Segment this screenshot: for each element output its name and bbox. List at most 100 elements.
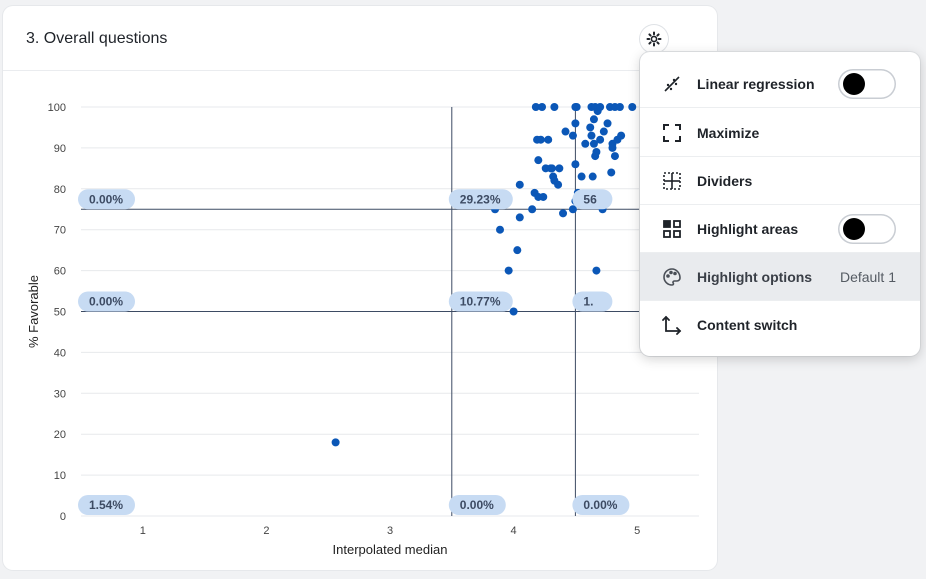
quadrant-label: 56 <box>583 192 597 206</box>
quadrant-label-bg <box>572 495 630 515</box>
x-axis-title: Interpolated median <box>333 542 448 557</box>
data-point <box>554 180 563 189</box>
data-point <box>589 139 598 148</box>
toggle-knob <box>843 218 865 240</box>
menu-item-highlight-options[interactable]: Highlight options Default 1 <box>640 253 920 301</box>
x-tick-label: 2 <box>263 525 269 537</box>
data-point <box>599 127 608 136</box>
quadrant-label: 0.00% <box>460 498 494 512</box>
data-point <box>571 160 580 169</box>
quadrant-label-bg <box>448 189 513 210</box>
data-point <box>509 307 518 316</box>
data-point <box>528 205 537 214</box>
data-point <box>596 103 605 111</box>
chart-settings-button[interactable] <box>640 25 668 53</box>
y-tick-label: 60 <box>54 266 66 278</box>
y-tick-label: 10 <box>54 470 66 482</box>
data-point <box>628 103 637 111</box>
quadrant-label: 1.54% <box>89 498 123 512</box>
data-point <box>589 115 598 124</box>
toggle-knob <box>843 73 865 95</box>
y-tick-label: 20 <box>54 429 66 441</box>
quadrant-label-bg <box>572 291 613 312</box>
data-point <box>544 135 553 144</box>
data-point <box>577 172 586 181</box>
data-point <box>586 123 595 132</box>
data-point <box>610 152 619 161</box>
data-point <box>515 180 524 189</box>
data-point <box>496 225 505 234</box>
data-point <box>591 152 600 161</box>
menu-label-linear-regression: Linear regression <box>697 75 815 92</box>
quadrant-label: 10.77% <box>460 295 501 309</box>
data-point <box>513 246 522 255</box>
data-point <box>581 139 590 148</box>
data-point <box>539 192 548 201</box>
data-point <box>568 205 577 214</box>
quadrant-label-bg <box>448 495 506 515</box>
menu-item-content-switch[interactable]: Content switch <box>640 301 920 349</box>
quadrant-label-bg <box>78 291 135 312</box>
data-point <box>587 131 596 140</box>
data-point <box>561 127 570 136</box>
y-tick-label: 30 <box>54 388 66 400</box>
palette-icon <box>662 267 682 287</box>
quadrant-label-bg <box>78 189 135 210</box>
quadrant-label: 0.00% <box>89 295 123 309</box>
x-tick-label: 1 <box>140 525 146 537</box>
highlight-areas-icon <box>662 219 682 239</box>
card-title: 3. Overall questions <box>26 30 168 47</box>
menu-label-dividers: Dividers <box>697 172 753 189</box>
y-axis-title: % Favorable <box>26 275 41 348</box>
y-tick-label: 40 <box>54 347 66 359</box>
content-switch-icon <box>662 315 682 335</box>
data-point <box>550 103 559 111</box>
data-point <box>555 164 564 173</box>
data-point <box>592 266 601 275</box>
data-point <box>504 266 513 275</box>
x-tick-label: 5 <box>634 525 640 537</box>
quadrant-label: 29.23% <box>460 192 501 206</box>
data-point <box>538 103 547 111</box>
data-point <box>608 143 617 152</box>
quadrant-label: 0.00% <box>583 498 617 512</box>
menu-item-highlight-areas[interactable]: Highlight areas <box>640 205 920 253</box>
data-point <box>603 119 612 128</box>
quadrant-label-bg <box>78 495 135 515</box>
x-tick-label: 3 <box>387 525 393 537</box>
menu-label-highlight-options: Highlight options <box>697 268 813 285</box>
gear-icon <box>646 31 662 47</box>
data-point <box>596 135 605 144</box>
data-point <box>559 209 568 218</box>
data-point <box>534 156 543 165</box>
y-tick-label: 0 <box>60 511 66 523</box>
menu-item-maximize[interactable]: Maximize <box>640 109 920 157</box>
menu-item-dividers[interactable]: Dividers <box>640 157 920 205</box>
y-tick-label: 80 <box>54 184 66 196</box>
linear-regression-toggle[interactable] <box>838 69 896 99</box>
data-point <box>588 172 597 181</box>
menu-label-maximize: Maximize <box>697 124 760 141</box>
menu-label-highlight-areas: Highlight areas <box>697 220 799 237</box>
quadrant-label: 0.00% <box>89 192 123 206</box>
data-point <box>568 131 577 140</box>
y-tick-label: 70 <box>54 225 66 237</box>
dividers-icon <box>662 171 682 191</box>
chart-options-menu: Linear regression Maximize Dividers High… <box>640 52 920 356</box>
y-tick-label: 90 <box>54 143 66 155</box>
quadrant-label-bg <box>448 291 513 312</box>
quadrant-label: 1. <box>583 295 593 309</box>
data-point <box>617 131 626 140</box>
menu-label-content-switch: Content switch <box>697 317 798 333</box>
highlight-areas-toggle[interactable] <box>838 214 896 244</box>
data-point <box>536 135 545 144</box>
data-point <box>547 164 556 173</box>
y-tick-label: 50 <box>54 307 66 319</box>
data-point <box>615 103 624 111</box>
quadrant-label-bg <box>572 189 613 210</box>
highlight-options-value: Default 1 <box>839 268 896 285</box>
data-point <box>531 103 540 111</box>
menu-item-linear-regression[interactable]: Linear regression <box>640 60 920 108</box>
x-tick-label: 4 <box>511 525 517 537</box>
